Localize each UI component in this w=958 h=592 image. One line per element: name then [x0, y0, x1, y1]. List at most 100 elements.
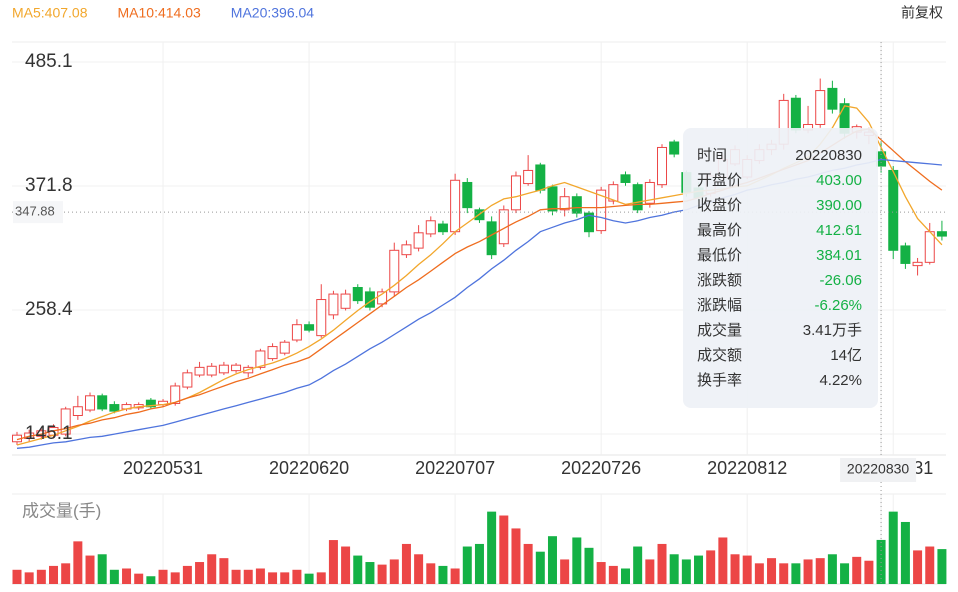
volume-bar	[316, 572, 326, 584]
y-tick-label: 485.1	[25, 51, 73, 72]
volume-bar	[268, 572, 278, 584]
y-tick-label: 258.4	[25, 299, 73, 320]
adjust-label[interactable]: 前复权	[901, 5, 943, 21]
tooltip-value: 403.00	[816, 172, 862, 189]
volume-bar	[243, 569, 253, 584]
volume-bar	[815, 558, 825, 584]
candle-body	[231, 364, 242, 372]
volume-bar	[134, 573, 144, 584]
volume-bar	[608, 565, 618, 584]
volume-bar	[706, 550, 716, 584]
candle-body	[936, 231, 947, 237]
candle-body	[60, 408, 71, 435]
volume-bar	[694, 555, 704, 584]
candle-body	[559, 196, 570, 211]
tooltip-label: 最低价	[697, 247, 742, 264]
tooltip-value: 390.00	[816, 197, 862, 214]
candle-body	[669, 141, 680, 155]
volume-bar	[49, 565, 59, 584]
volume-bar	[560, 559, 570, 584]
volume-bar	[170, 572, 180, 584]
volume-bar	[474, 543, 484, 584]
volume-bar	[596, 562, 606, 584]
candle-body	[450, 179, 461, 233]
candle-body	[328, 293, 339, 316]
volume-bar	[195, 562, 205, 584]
candle-body	[827, 87, 838, 110]
volume-bar	[97, 554, 107, 584]
tooltip-value: 4.22%	[819, 372, 862, 389]
volume-bar	[414, 554, 424, 584]
candle-body	[389, 249, 400, 293]
candle-body	[401, 244, 412, 256]
volume-bar	[900, 521, 910, 584]
tooltip-value: -6.26%	[814, 297, 862, 314]
tooltip-value: 14亿	[830, 347, 862, 364]
volume-bar	[767, 558, 777, 584]
x-tick-label: 20220620	[269, 458, 349, 478]
volume-bar	[462, 546, 472, 584]
candle-body	[523, 169, 534, 185]
volume-bar	[438, 565, 448, 584]
volume-bar	[511, 528, 521, 584]
volume-bar	[219, 558, 229, 584]
volume-bar	[852, 556, 862, 584]
candle-body	[340, 293, 351, 309]
volume-bar	[24, 572, 34, 584]
candle-body	[888, 169, 899, 251]
candle-body	[182, 372, 193, 388]
candle-body	[657, 146, 668, 186]
tooltip-label: 收盘价	[697, 196, 742, 214]
candle-body	[109, 404, 120, 412]
volume-bar	[353, 555, 363, 584]
volume-bar	[779, 563, 789, 584]
crosshair-x-label: 20220830	[847, 461, 910, 477]
tooltip-value: 412.61	[816, 222, 862, 239]
volume-bar	[255, 568, 265, 584]
candle-body	[632, 184, 643, 211]
volume-bar	[535, 551, 545, 584]
volume-bar	[389, 559, 399, 584]
volume-bar	[207, 554, 217, 584]
volume-bar	[547, 536, 557, 584]
candle-body	[206, 365, 217, 376]
tooltip: 时间 20220830 开盘价 403.00 收盘价 390.00 最高价 412.61 最低价…	[683, 128, 878, 408]
tooltip-value: -26.06	[819, 272, 862, 289]
crosshair-label-box	[840, 458, 917, 482]
tooltip-label: 时间	[697, 147, 727, 164]
volume-bar	[572, 537, 582, 584]
candle-body	[462, 181, 473, 209]
volume-bar	[365, 562, 375, 584]
volume-bar	[681, 559, 691, 584]
tooltip-value: 20220830	[795, 147, 862, 164]
y-tick-label: 371.8	[25, 175, 73, 196]
volume-bar	[584, 547, 594, 584]
candle-body	[255, 350, 266, 368]
volume-bar	[146, 576, 156, 584]
candle-body	[145, 399, 156, 408]
candle-body	[425, 220, 436, 235]
candle-body	[377, 291, 388, 305]
tooltip-value: 384.01	[816, 247, 862, 264]
candle-body	[498, 209, 509, 245]
candle-body	[72, 406, 83, 417]
candle-body	[924, 231, 935, 263]
candle-body	[912, 261, 923, 267]
volume-bar	[158, 569, 168, 584]
candle-body	[267, 346, 278, 360]
candle-body	[596, 189, 607, 232]
volume-bar	[231, 569, 241, 584]
volume-bar	[292, 569, 302, 584]
candle-body	[486, 221, 497, 256]
crosshair-label-box	[13, 201, 63, 224]
crosshair-y-label: 347.88	[15, 204, 55, 219]
volume-bar	[523, 543, 533, 584]
volume-bar	[645, 559, 655, 584]
candle-body	[97, 395, 108, 410]
y-tick-label: 145.1	[25, 423, 73, 444]
volume-bar	[499, 515, 509, 584]
tooltip-value: 3.41万手	[803, 322, 862, 339]
volume-bar	[304, 573, 314, 584]
tooltip-label: 换手率	[697, 372, 742, 389]
